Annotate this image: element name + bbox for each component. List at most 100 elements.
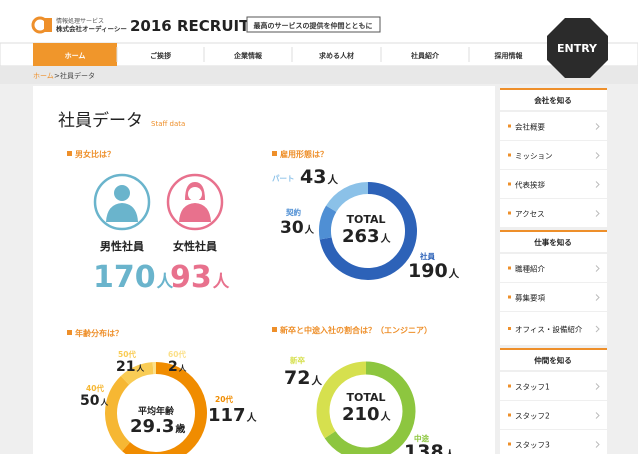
chevron xyxy=(595,123,600,130)
nav-item[interactable]: 求める人材 xyxy=(319,51,354,60)
breadcrumb-home[interactable]: ホーム xyxy=(33,72,54,80)
segment-name: 新卒 xyxy=(290,355,305,365)
sidebar-link[interactable]: スタッフ3 xyxy=(515,441,550,450)
sidebar-item[interactable] xyxy=(500,312,607,345)
chevron xyxy=(595,210,600,217)
stat-unit: 人 xyxy=(381,232,391,245)
tagline-box xyxy=(246,16,381,33)
sidebar-link[interactable]: 募集要項 xyxy=(515,293,545,303)
item-bullet xyxy=(508,124,511,128)
company-name: 株式会社オーディーシー xyxy=(56,24,127,33)
stat-unit: 人 xyxy=(179,363,187,373)
stat-unit: 人 xyxy=(136,363,144,373)
sidebar-item[interactable] xyxy=(500,112,607,140)
gender-label: 男性社員 xyxy=(100,239,144,253)
stat-unit: 人 xyxy=(213,272,230,291)
stat-value: 138 xyxy=(404,441,444,454)
sidebar-link[interactable]: ミッション xyxy=(515,152,553,161)
stat-value: 117 xyxy=(208,405,246,426)
breadcrumb-bar xyxy=(0,66,638,84)
sidebar-link[interactable]: スタッフ1 xyxy=(515,383,550,392)
item-bullet xyxy=(508,295,511,299)
sidebar-link[interactable]: オフィス・設備紹介 xyxy=(515,324,583,334)
segment-name: 20代 xyxy=(215,394,233,404)
item-bullet xyxy=(508,266,511,270)
stat-value: 30 xyxy=(280,218,304,238)
sidebar-link[interactable]: アクセス xyxy=(515,210,545,219)
heading-bullet xyxy=(272,327,277,332)
sidebar-item[interactable] xyxy=(500,170,607,198)
chevron xyxy=(595,181,600,188)
tagline: 最高のサービスの提供を仲間とともに xyxy=(254,21,373,30)
sidebar-item[interactable] xyxy=(500,199,607,227)
donut-segment xyxy=(316,361,367,439)
page-subtitle: Staff data xyxy=(151,120,185,128)
segment-name: 契約 xyxy=(285,207,301,217)
stat-value: 190 xyxy=(408,260,448,282)
stat-unit: 人 xyxy=(445,448,456,454)
sidebar-item[interactable] xyxy=(500,141,607,169)
stat-value: 43 xyxy=(300,166,326,188)
sidebar-item[interactable] xyxy=(500,283,607,311)
nav-item[interactable]: 社員紹介 xyxy=(410,51,440,60)
stat-unit: 人 xyxy=(100,397,108,407)
nav-item[interactable]: ご挨拶 xyxy=(150,51,171,60)
sidebar-header-border xyxy=(500,348,607,350)
stat-unit: 人 xyxy=(157,272,174,291)
female-icon xyxy=(166,173,224,231)
stat-value: 2 xyxy=(168,359,178,375)
segment-name: 社員 xyxy=(419,251,435,261)
male-icon xyxy=(93,173,151,231)
chevron xyxy=(595,152,600,159)
sidebar-link[interactable]: スタッフ2 xyxy=(515,412,550,421)
section-heading: 年齢分布は？ xyxy=(75,328,123,338)
sidebar-link[interactable]: 代表挨拶 xyxy=(515,180,545,190)
sidebar-header xyxy=(500,230,607,252)
breadcrumb-current: 社員データ xyxy=(60,71,95,80)
item-bullet xyxy=(508,384,511,388)
sidebar-link[interactable]: 会社概要 xyxy=(515,122,545,132)
center-label: 平均年齢 xyxy=(138,405,175,417)
total-label: TOTAL xyxy=(346,213,385,226)
chevron xyxy=(595,441,600,448)
sidebar-header xyxy=(500,88,607,110)
sidebar-link[interactable]: 職種紹介 xyxy=(515,264,545,274)
stat-unit: 人 xyxy=(381,410,391,423)
gender-label: 女性社員 xyxy=(173,239,217,253)
stat-value: 93 xyxy=(170,260,212,295)
segment-name: 中途 xyxy=(414,433,429,443)
company-sub: 情報処理サービス xyxy=(56,17,104,25)
stat-unit: 歳 xyxy=(175,422,185,435)
section-heading: 雇用形態は？ xyxy=(279,149,328,159)
stat-value: 29.3 xyxy=(130,416,174,437)
item-bullet xyxy=(508,327,511,330)
sidebar-item[interactable] xyxy=(500,401,607,429)
segment-name: 50代 xyxy=(118,349,136,359)
nav-item[interactable]: 企業情報 xyxy=(233,51,263,60)
chevron xyxy=(595,383,600,390)
section-heading: 新卒と中途入社の割合は？（エンジニア） xyxy=(280,325,432,335)
sidebar-item[interactable] xyxy=(500,372,607,400)
stat-unit: 人 xyxy=(305,224,315,236)
sidebar-item[interactable] xyxy=(500,254,607,282)
nav-item[interactable]: 採用情報 xyxy=(495,51,524,60)
donut-segment xyxy=(324,361,416,454)
segment-name: 60代 xyxy=(168,349,186,359)
item-bullet xyxy=(508,182,511,186)
nav-item[interactable]: ホーム xyxy=(65,52,86,60)
sidebar-header xyxy=(500,348,607,370)
donut-segment xyxy=(319,205,337,240)
breadcrumb-separator: > xyxy=(54,72,60,80)
stat-value: 170 xyxy=(93,260,156,295)
donut-segment xyxy=(326,182,369,213)
donut-segment xyxy=(122,362,207,454)
logo[interactable] xyxy=(31,16,52,34)
donut-segment xyxy=(120,362,154,385)
entry-label[interactable]: ENTRY xyxy=(557,42,598,55)
item-bullet xyxy=(508,442,511,446)
donut-segment xyxy=(319,182,417,280)
heading-bullet xyxy=(67,330,72,335)
sidebar-item[interactable] xyxy=(500,430,607,454)
entry-button[interactable] xyxy=(547,18,608,78)
sidebar-heading: 仕事を知る xyxy=(533,237,572,247)
